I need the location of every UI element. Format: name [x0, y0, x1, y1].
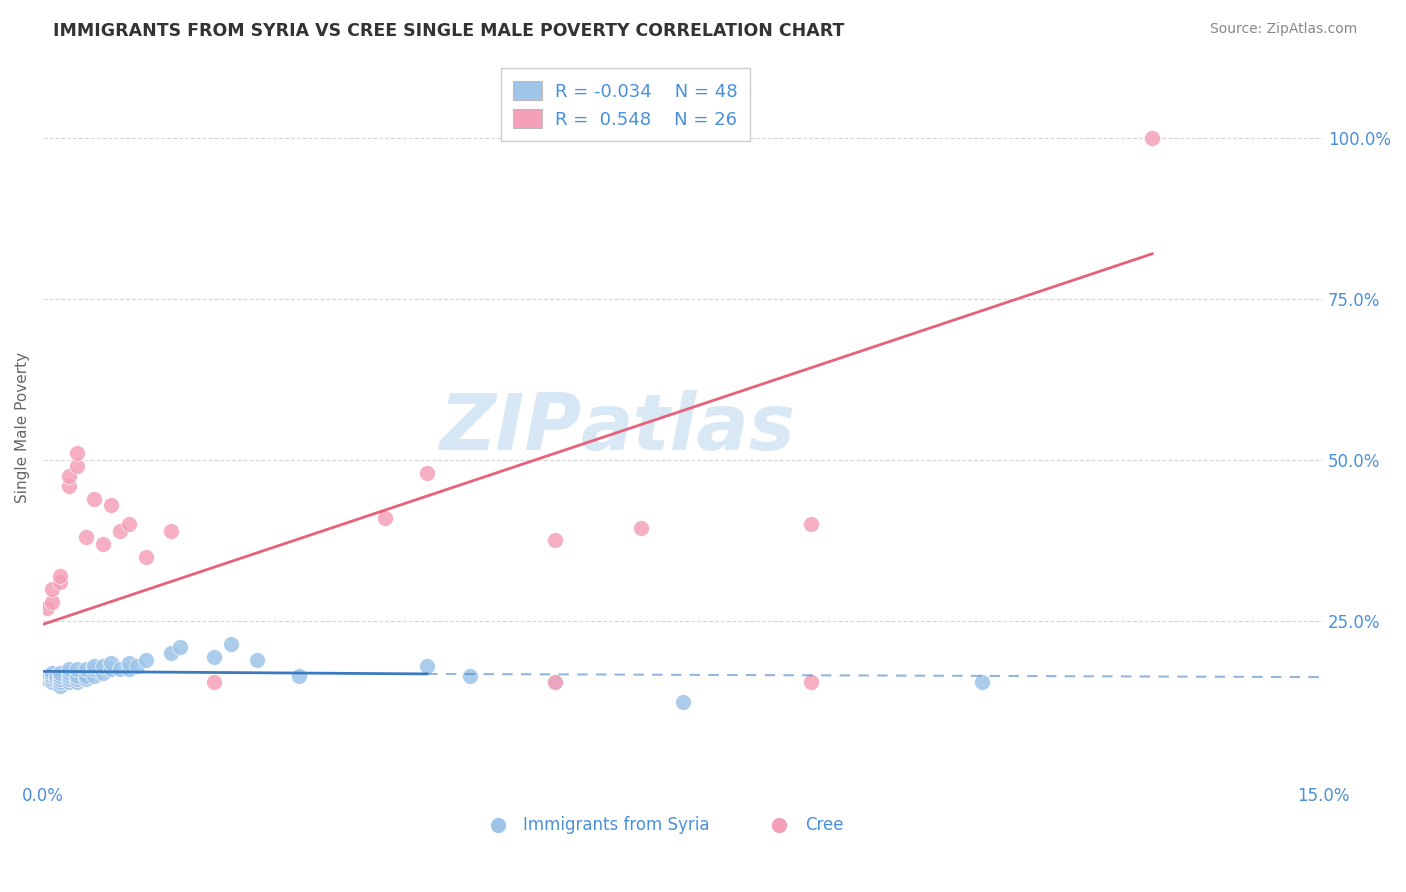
Point — [416, 466, 439, 480]
Point — [58, 662, 80, 676]
Point — [135, 653, 157, 667]
Point — [66, 459, 89, 474]
Point — [75, 669, 97, 683]
Text: Immigrants from Syria: Immigrants from Syria — [523, 815, 710, 834]
Point — [75, 662, 97, 676]
Point — [160, 524, 183, 538]
Point — [160, 646, 183, 660]
Point — [58, 469, 80, 483]
Text: ZIP: ZIP — [439, 390, 581, 466]
Point — [135, 549, 157, 564]
Point — [245, 653, 267, 667]
Point — [66, 672, 89, 686]
Point — [45, 672, 67, 686]
Point — [544, 675, 567, 690]
Point — [83, 491, 105, 506]
Point — [66, 669, 89, 683]
Point — [49, 669, 72, 683]
Point — [91, 537, 114, 551]
Text: atlas: atlas — [581, 390, 796, 466]
Point — [544, 533, 567, 548]
Point — [91, 659, 114, 673]
Point — [169, 640, 191, 654]
Point — [83, 669, 105, 683]
Point — [75, 672, 97, 686]
Point — [39, 669, 62, 683]
Point — [37, 601, 59, 615]
Point — [108, 524, 131, 538]
Point — [41, 582, 63, 596]
Point — [970, 675, 993, 690]
Point — [1142, 130, 1164, 145]
Text: IMMIGRANTS FROM SYRIA VS CREE SINGLE MALE POVERTY CORRELATION CHART: IMMIGRANTS FROM SYRIA VS CREE SINGLE MAL… — [53, 22, 845, 40]
Point — [45, 669, 67, 683]
Point — [91, 665, 114, 680]
Point — [83, 659, 105, 673]
Point — [100, 656, 122, 670]
Point — [49, 575, 72, 590]
Legend: R = -0.034    N = 48, R =  0.548    N = 26: R = -0.034 N = 48, R = 0.548 N = 26 — [501, 68, 751, 141]
Point — [458, 669, 481, 683]
Point — [66, 675, 89, 690]
Point — [202, 675, 225, 690]
Point — [800, 517, 823, 532]
Point — [219, 637, 242, 651]
Point — [49, 665, 72, 680]
Point — [41, 595, 63, 609]
Point — [800, 675, 823, 690]
Point — [288, 669, 311, 683]
Point — [41, 669, 63, 683]
Point — [49, 672, 72, 686]
Point — [58, 675, 80, 690]
Point — [108, 662, 131, 676]
Point — [100, 662, 122, 676]
Point — [66, 662, 89, 676]
Point — [49, 569, 72, 583]
Point — [41, 672, 63, 686]
Point — [373, 511, 395, 525]
Point — [630, 520, 652, 534]
Text: Source: ZipAtlas.com: Source: ZipAtlas.com — [1209, 22, 1357, 37]
Point — [100, 498, 122, 512]
Point — [41, 665, 63, 680]
Point — [58, 479, 80, 493]
Text: Cree: Cree — [804, 815, 844, 834]
Y-axis label: Single Male Poverty: Single Male Poverty — [15, 352, 30, 503]
Point — [58, 672, 80, 686]
Point — [117, 656, 139, 670]
Point — [117, 662, 139, 676]
Point — [672, 695, 695, 709]
Point — [58, 669, 80, 683]
Point — [202, 649, 225, 664]
Point — [37, 672, 59, 686]
Point — [83, 662, 105, 676]
Point — [75, 530, 97, 544]
Point — [544, 675, 567, 690]
Point — [49, 675, 72, 690]
Point — [41, 675, 63, 690]
Point — [58, 665, 80, 680]
Point — [416, 659, 439, 673]
Point — [49, 679, 72, 693]
Point — [66, 446, 89, 460]
Point — [117, 517, 139, 532]
Point — [125, 659, 148, 673]
